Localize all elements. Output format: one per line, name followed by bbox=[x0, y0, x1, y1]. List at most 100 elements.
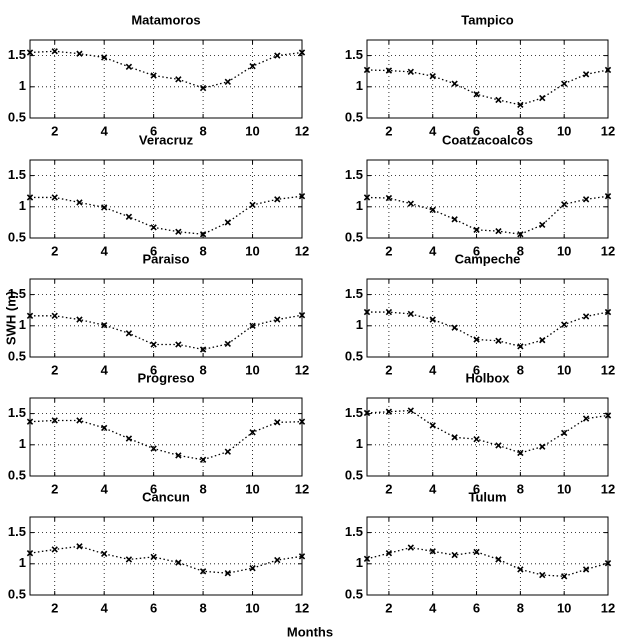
x-tick-label: 10 bbox=[557, 362, 571, 377]
x-marker bbox=[451, 216, 458, 223]
axes-box bbox=[29, 278, 303, 358]
x-marker bbox=[101, 54, 108, 61]
x-marker bbox=[517, 566, 524, 573]
y-axis-label: SWH (m) bbox=[3, 291, 18, 345]
y-tick-label: 1 bbox=[19, 436, 26, 451]
x-marker bbox=[150, 341, 157, 348]
x-marker bbox=[473, 548, 480, 556]
x-marker bbox=[224, 569, 231, 577]
subplot-title: Tampico bbox=[461, 12, 514, 27]
axes-box bbox=[366, 278, 609, 358]
y-tick-label: 0.5 bbox=[345, 348, 363, 363]
data-line bbox=[366, 546, 609, 577]
x-tick-label: 8 bbox=[199, 481, 206, 496]
subplot-title: Holbox bbox=[465, 370, 510, 385]
data-line bbox=[367, 311, 609, 348]
y-tick-label: 1.5 bbox=[8, 47, 26, 62]
x-marker bbox=[274, 419, 281, 426]
x-tick-label: 12 bbox=[295, 481, 309, 496]
x-marker bbox=[495, 556, 502, 563]
x-tick-label: 2 bbox=[51, 600, 58, 615]
x-tick-label: 12 bbox=[601, 362, 615, 377]
subplot-title: Progreso bbox=[137, 370, 194, 385]
x-marker bbox=[51, 546, 58, 553]
x-marker bbox=[76, 316, 83, 323]
x-marker bbox=[451, 551, 458, 559]
x-marker bbox=[363, 409, 371, 417]
axes-box bbox=[366, 159, 609, 239]
x-marker bbox=[125, 330, 133, 337]
x-marker bbox=[76, 417, 83, 424]
x-marker bbox=[175, 559, 182, 566]
y-tick-label: 1.5 bbox=[345, 524, 363, 539]
x-marker bbox=[175, 76, 182, 83]
y-tick-label: 1.5 bbox=[8, 167, 26, 182]
y-tick-label: 1 bbox=[356, 436, 363, 451]
y-tick-label: 0.5 bbox=[8, 348, 26, 363]
x-marker bbox=[517, 231, 524, 238]
x-marker bbox=[582, 196, 590, 203]
x-tick-label: 8 bbox=[199, 243, 206, 258]
data-line bbox=[366, 195, 609, 235]
x-tick-label: 4 bbox=[101, 362, 109, 377]
x-marker bbox=[451, 80, 458, 87]
x-tick-label: 2 bbox=[385, 600, 392, 615]
y-tick-label: 0.5 bbox=[345, 229, 363, 244]
x-tick-label: 8 bbox=[517, 481, 524, 496]
x-marker bbox=[76, 543, 83, 550]
x-marker bbox=[407, 310, 414, 318]
y-tick-label: 0.5 bbox=[8, 467, 26, 482]
x-tick-label: 6 bbox=[150, 600, 157, 615]
x-marker bbox=[224, 448, 231, 455]
x-marker bbox=[604, 412, 612, 419]
x-marker bbox=[429, 316, 436, 323]
x-marker bbox=[495, 337, 502, 344]
y-tick-label: 1 bbox=[356, 198, 363, 213]
x-tick-label: 12 bbox=[295, 243, 309, 258]
x-marker bbox=[385, 67, 393, 74]
x-marker bbox=[582, 71, 590, 78]
x-marker bbox=[199, 231, 207, 238]
y-tick-label: 1.5 bbox=[345, 405, 363, 420]
x-tick-label: 10 bbox=[245, 362, 259, 377]
x-tick-label: 6 bbox=[150, 123, 157, 138]
x-tick-label: 4 bbox=[101, 481, 109, 496]
x-marker bbox=[473, 336, 480, 343]
x-marker bbox=[429, 422, 436, 429]
axes-box bbox=[366, 516, 609, 596]
x-marker bbox=[249, 63, 256, 70]
x-tick-label: 10 bbox=[245, 123, 259, 138]
x-tick-label: 8 bbox=[517, 362, 524, 377]
x-tick-label: 6 bbox=[473, 243, 480, 258]
x-tick-label: 8 bbox=[199, 362, 206, 377]
x-marker bbox=[150, 553, 157, 561]
x-marker bbox=[539, 336, 546, 344]
y-tick-label: 0.5 bbox=[345, 467, 363, 482]
data-line bbox=[30, 195, 303, 235]
data-line bbox=[29, 50, 303, 89]
x-marker bbox=[199, 456, 207, 463]
x-marker bbox=[429, 73, 436, 80]
x-marker bbox=[495, 96, 502, 104]
axes-box bbox=[29, 39, 303, 119]
x-marker bbox=[26, 194, 34, 201]
x-marker bbox=[199, 346, 207, 353]
x-tick-label: 6 bbox=[150, 243, 157, 258]
x-tick-label: 8 bbox=[517, 243, 524, 258]
x-tick-label: 12 bbox=[295, 600, 309, 615]
x-marker bbox=[51, 417, 58, 424]
data-line bbox=[29, 419, 303, 461]
x-tick-label: 4 bbox=[101, 123, 109, 138]
x-marker bbox=[101, 550, 108, 557]
x-marker bbox=[407, 68, 414, 75]
x-marker bbox=[582, 313, 590, 320]
x-tick-label: 10 bbox=[557, 600, 571, 615]
x-marker bbox=[199, 568, 207, 575]
subplot-title: Cancun bbox=[142, 489, 190, 504]
x-marker bbox=[298, 49, 306, 56]
y-tick-label: 1.5 bbox=[8, 524, 26, 539]
subplot-title: Paraiso bbox=[143, 251, 190, 266]
x-marker bbox=[363, 555, 371, 562]
